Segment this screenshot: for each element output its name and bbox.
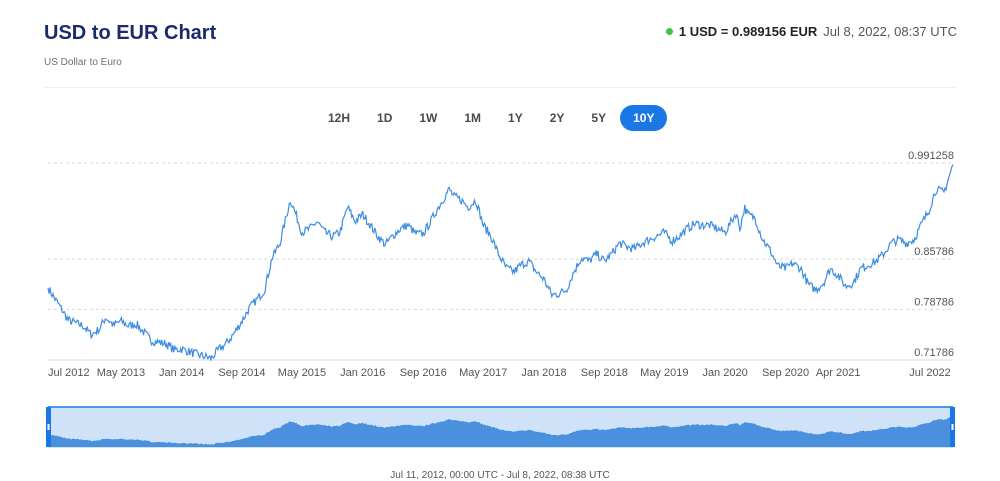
- timeframe-tabs: 12H 1D 1W 1M 1Y 2Y 5Y 10Y: [315, 105, 668, 131]
- y-tick-label: 0.85786: [914, 246, 954, 258]
- y-tick-label: 0.991258: [908, 150, 954, 162]
- tab-5y[interactable]: 5Y: [591, 111, 607, 125]
- x-tick-label: May 2013: [97, 367, 145, 379]
- header-divider: [44, 87, 956, 88]
- x-tick-label: May 2019: [640, 367, 688, 379]
- x-tick-label: May 2015: [278, 367, 326, 379]
- x-tick-label: Jul 2022: [909, 367, 951, 379]
- x-tick-label: Jan 2014: [159, 367, 204, 379]
- drag-grip-icon: [951, 424, 954, 430]
- x-tick-label: Sep 2016: [400, 367, 447, 379]
- tab-1w[interactable]: 1W: [419, 111, 438, 125]
- tab-1m[interactable]: 1M: [464, 111, 482, 125]
- live-status-dot-icon: [665, 28, 673, 35]
- x-tick-label: Apr 2021: [816, 367, 861, 379]
- price-series-line: [47, 164, 954, 363]
- x-tick-label: Jan 2018: [521, 367, 566, 379]
- live-rate: 1 USD = 0.989156 EUR Jul 8, 2022, 08:37 U…: [665, 24, 957, 39]
- x-tick-label: Jan 2020: [702, 367, 747, 379]
- x-tick-label: Sep 2018: [581, 367, 628, 379]
- x-tick-label: Jul 2012: [48, 367, 90, 379]
- navigator-series-area: [47, 415, 954, 448]
- page-title: USD to EUR Chart: [44, 22, 217, 44]
- tab-1d[interactable]: 1D: [377, 111, 393, 125]
- x-tick-label: Sep 2014: [218, 367, 265, 379]
- drag-grip-icon: [47, 424, 50, 430]
- y-tick-label: 0.71786: [914, 347, 954, 359]
- tab-2y[interactable]: 2Y: [549, 111, 565, 125]
- rate-timestamp: Jul 8, 2022, 08:37 UTC: [823, 24, 957, 39]
- current-rate: 1 USD = 0.989156 EUR: [678, 24, 818, 39]
- y-tick-label: 0.78786: [914, 297, 954, 309]
- x-tick-label: Sep 2020: [762, 367, 809, 379]
- tab-10y[interactable]: 10Y: [620, 105, 668, 131]
- page-subtitle: US Dollar to Euro: [44, 57, 122, 68]
- x-tick-label: Jan 2016: [340, 367, 385, 379]
- main-chart[interactable]: 0.71786 0.78786 0.85786 0.991258 Jul 2012 May…: [0, 140, 1000, 385]
- x-tick-label: May 2017: [459, 367, 507, 379]
- navigator-range-label: Jul 11, 2012, 00:00 UTC - Jul 8, 2022, 0…: [390, 470, 610, 481]
- tab-12h[interactable]: 12H: [328, 111, 351, 125]
- tab-1y[interactable]: 1Y: [508, 111, 523, 125]
- chart-navigator[interactable]: [0, 405, 1000, 450]
